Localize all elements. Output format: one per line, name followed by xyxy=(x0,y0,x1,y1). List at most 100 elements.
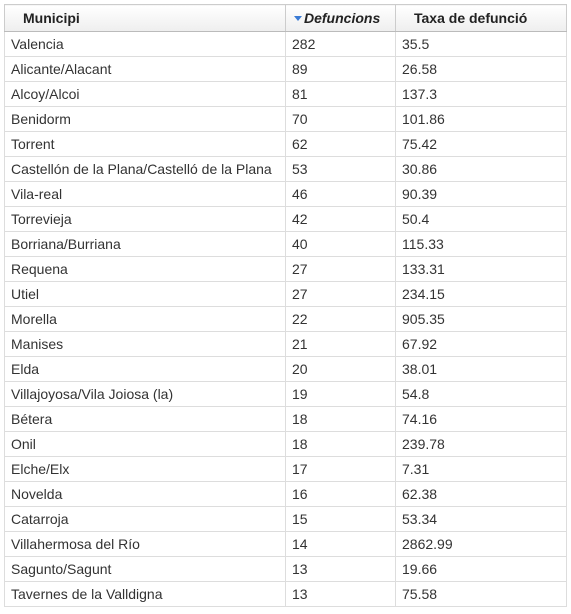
table-row[interactable]: Benidorm 70 101.86 xyxy=(4,106,567,132)
cell-municipi: Onil xyxy=(4,431,286,457)
header-row: Municipi Defuncions Taxa de defunció xyxy=(4,4,567,32)
cell-taxa: 133.31 xyxy=(395,256,567,282)
cell-taxa: 38.01 xyxy=(395,356,567,382)
cell-taxa: 50.4 xyxy=(395,206,567,232)
cell-taxa: 115.33 xyxy=(395,231,567,257)
cell-municipi: Sagunto/Sagunt xyxy=(4,556,286,582)
cell-municipi: Borriana/Burriana xyxy=(4,231,286,257)
table-row[interactable]: Elche/Elx 17 7.31 xyxy=(4,456,567,482)
column-header-label: Defuncions xyxy=(304,10,381,26)
sort-descending-icon xyxy=(294,15,302,21)
table-row[interactable]: Novelda 16 62.38 xyxy=(4,481,567,507)
table-row[interactable]: Vila-real 46 90.39 xyxy=(4,181,567,207)
cell-municipi: Elda xyxy=(4,356,286,382)
cell-taxa: 239.78 xyxy=(395,431,567,457)
cell-defuncions: 16 xyxy=(285,481,396,507)
cell-municipi: Vila-real xyxy=(4,181,286,207)
cell-municipi: Torrevieja xyxy=(4,206,286,232)
column-header-municipi[interactable]: Municipi xyxy=(4,4,286,32)
cell-taxa: 53.34 xyxy=(395,506,567,532)
table-row[interactable]: Torrent 62 75.42 xyxy=(4,131,567,157)
cell-municipi: Torrent xyxy=(4,131,286,157)
table-row[interactable]: Villajoyosa/Vila Joiosa (la) 19 54.8 xyxy=(4,381,567,407)
cell-municipi: Castellón de la Plana/Castelló de la Pla… xyxy=(4,156,286,182)
table-row[interactable]: Onil 18 239.78 xyxy=(4,431,567,457)
table-row[interactable]: Tavernes de la Valldigna 13 75.58 xyxy=(4,581,567,607)
cell-defuncions: 27 xyxy=(285,256,396,282)
table-body: Valencia 282 35.5 Alicante/Alacant 89 26.58 Al… xyxy=(4,31,567,607)
cell-taxa: 67.92 xyxy=(395,331,567,357)
cell-defuncions: 20 xyxy=(285,356,396,382)
table-row[interactable]: Valencia 282 35.5 xyxy=(4,31,567,57)
table-row[interactable]: Alicante/Alacant 89 26.58 xyxy=(4,56,567,82)
cell-defuncions: 13 xyxy=(285,556,396,582)
cell-municipi: Requena xyxy=(4,256,286,282)
cell-defuncions: 21 xyxy=(285,331,396,357)
cell-municipi: Valencia xyxy=(4,31,286,57)
table-row[interactable]: Catarroja 15 53.34 xyxy=(4,506,567,532)
cell-municipi: Catarroja xyxy=(4,506,286,532)
cell-defuncions: 89 xyxy=(285,56,396,82)
cell-defuncions: 18 xyxy=(285,431,396,457)
cell-taxa: 2862.99 xyxy=(395,531,567,557)
cell-taxa: 7.31 xyxy=(395,456,567,482)
cell-taxa: 62.38 xyxy=(395,481,567,507)
cell-taxa: 101.86 xyxy=(395,106,567,132)
cell-defuncions: 18 xyxy=(285,406,396,432)
cell-municipi: Villajoyosa/Vila Joiosa (la) xyxy=(4,381,286,407)
cell-defuncions: 27 xyxy=(285,281,396,307)
cell-municipi: Benidorm xyxy=(4,106,286,132)
table-row[interactable]: Sagunto/Sagunt 13 19.66 xyxy=(4,556,567,582)
table-row[interactable]: Bétera 18 74.16 xyxy=(4,406,567,432)
table-row[interactable]: Manises 21 67.92 xyxy=(4,331,567,357)
cell-taxa: 75.58 xyxy=(395,581,567,607)
cell-municipi: Elche/Elx xyxy=(4,456,286,482)
cell-defuncions: 17 xyxy=(285,456,396,482)
table-row[interactable]: Utiel 27 234.15 xyxy=(4,281,567,307)
table-row[interactable]: Castellón de la Plana/Castelló de la Pla… xyxy=(4,156,567,182)
cell-municipi: Bétera xyxy=(4,406,286,432)
table-row[interactable]: Torrevieja 42 50.4 xyxy=(4,206,567,232)
cell-municipi: Alicante/Alacant xyxy=(4,56,286,82)
table-row[interactable]: Borriana/Burriana 40 115.33 xyxy=(4,231,567,257)
cell-municipi: Alcoy/Alcoi xyxy=(4,81,286,107)
cell-taxa: 19.66 xyxy=(395,556,567,582)
cell-defuncions: 14 xyxy=(285,531,396,557)
cell-defuncions: 15 xyxy=(285,506,396,532)
cell-municipi: Tavernes de la Valldigna xyxy=(4,581,286,607)
cell-taxa: 75.42 xyxy=(395,131,567,157)
column-header-defuncions[interactable]: Defuncions xyxy=(285,4,396,32)
cell-taxa: 30.86 xyxy=(395,156,567,182)
table-row[interactable]: Requena 27 133.31 xyxy=(4,256,567,282)
cell-taxa: 905.35 xyxy=(395,306,567,332)
cell-defuncions: 40 xyxy=(285,231,396,257)
cell-defuncions: 42 xyxy=(285,206,396,232)
data-table: Municipi Defuncions Taxa de defunció Val… xyxy=(4,4,567,607)
cell-defuncions: 22 xyxy=(285,306,396,332)
cell-municipi: Morella xyxy=(4,306,286,332)
cell-defuncions: 13 xyxy=(285,581,396,607)
cell-municipi: Novelda xyxy=(4,481,286,507)
cell-municipi: Utiel xyxy=(4,281,286,307)
column-header-taxa-de-defuncio[interactable]: Taxa de defunció xyxy=(395,4,567,32)
cell-municipi: Manises xyxy=(4,331,286,357)
cell-defuncions: 62 xyxy=(285,131,396,157)
table-header: Municipi Defuncions Taxa de defunció xyxy=(4,4,567,32)
table-row[interactable]: Elda 20 38.01 xyxy=(4,356,567,382)
cell-taxa: 137.3 xyxy=(395,81,567,107)
table-row[interactable]: Alcoy/Alcoi 81 137.3 xyxy=(4,81,567,107)
cell-defuncions: 46 xyxy=(285,181,396,207)
column-header-label: Municipi xyxy=(23,10,80,26)
cell-municipi: Villahermosa del Río xyxy=(4,531,286,557)
cell-defuncions: 53 xyxy=(285,156,396,182)
cell-taxa: 234.15 xyxy=(395,281,567,307)
table-row[interactable]: Morella 22 905.35 xyxy=(4,306,567,332)
cell-defuncions: 70 xyxy=(285,106,396,132)
table-row[interactable]: Villahermosa del Río 14 2862.99 xyxy=(4,531,567,557)
cell-defuncions: 81 xyxy=(285,81,396,107)
column-header-label: Taxa de defunció xyxy=(414,10,528,26)
cell-taxa: 90.39 xyxy=(395,181,567,207)
cell-defuncions: 282 xyxy=(285,31,396,57)
data-table-container: Municipi Defuncions Taxa de defunció Val… xyxy=(4,4,567,607)
cell-taxa: 54.8 xyxy=(395,381,567,407)
